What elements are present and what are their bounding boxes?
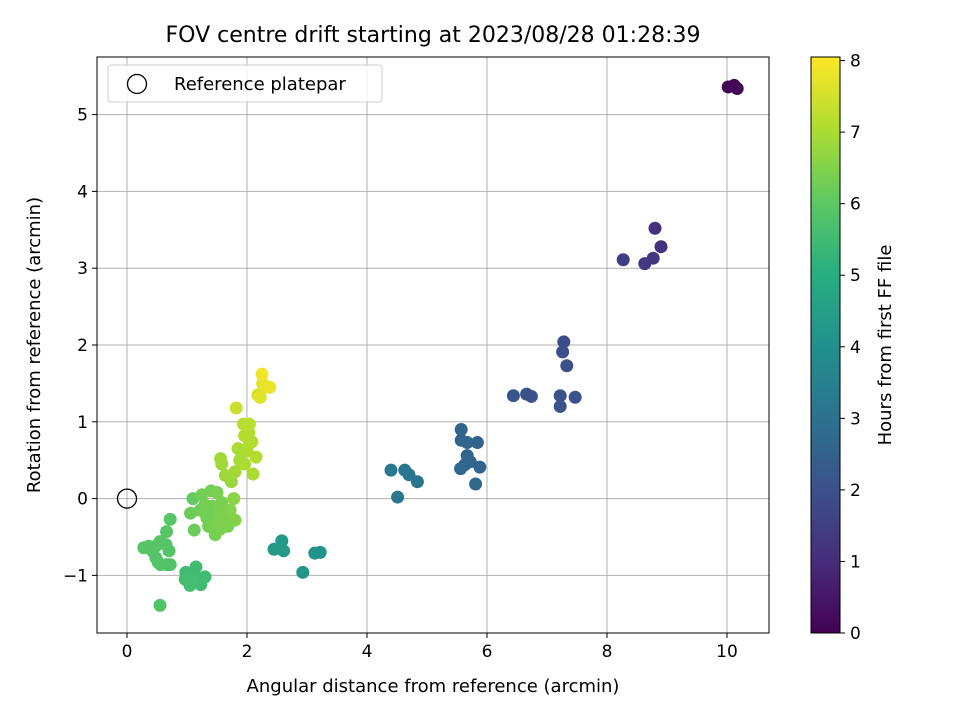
- data-point: [524, 389, 538, 403]
- data-point: [568, 390, 582, 404]
- y-axis-ticks: −1 0 1 2 3 4 5: [63, 106, 97, 586]
- legend: Reference platepar: [107, 64, 383, 103]
- data-point: [556, 345, 570, 359]
- y-tick-label: −1: [63, 566, 88, 586]
- colorbar-ticks: 0 1 2 3 4 5 6 7 8: [840, 52, 861, 644]
- data-point: [267, 542, 281, 556]
- x-tick-label: 2: [242, 642, 253, 662]
- y-tick-label: 4: [77, 182, 88, 202]
- data-point: [553, 399, 567, 413]
- y-axis-label: Rotation from reference (arcmin): [24, 197, 45, 493]
- data-point: [730, 81, 744, 95]
- data-point: [159, 538, 173, 552]
- data-point: [253, 390, 267, 404]
- data-point: [223, 503, 237, 517]
- data-point: [228, 465, 242, 479]
- data-point: [229, 401, 243, 415]
- data-point: [153, 598, 167, 612]
- x-axis-ticks: 0 2 4 6 8 10: [122, 633, 738, 662]
- x-tick-label: 10: [716, 642, 738, 662]
- data-point: [215, 495, 229, 509]
- data-point: [646, 251, 660, 265]
- data-point: [648, 221, 662, 235]
- colorbar-frame: [810, 56, 841, 634]
- colorbar-tick-label: 2: [850, 481, 861, 501]
- colorbar-tick-label: 7: [850, 123, 861, 143]
- x-tick-label: 6: [482, 642, 493, 662]
- y-tick-label: 1: [77, 413, 88, 433]
- x-tick-label: 4: [362, 642, 373, 662]
- data-point: [214, 452, 228, 466]
- colorbar-tick-label: 4: [850, 338, 861, 358]
- data-point: [557, 335, 571, 349]
- data-point: [189, 560, 203, 574]
- data-point: [469, 477, 483, 491]
- chart-title: FOV centre drift starting at 2023/08/28 …: [166, 23, 701, 48]
- x-axis-label: Angular distance from reference (arcmin): [247, 676, 620, 697]
- data-point: [454, 422, 468, 436]
- x-tick-label: 8: [602, 642, 613, 662]
- data-point: [187, 523, 201, 537]
- colorbar-tick-label: 3: [850, 409, 861, 429]
- data-point: [246, 467, 260, 481]
- data-point: [391, 490, 405, 504]
- data-point: [228, 513, 242, 527]
- data-point: [198, 570, 212, 584]
- data-point: [255, 367, 269, 381]
- data-points: [137, 78, 744, 612]
- colorbar-tick-label: 8: [850, 52, 861, 72]
- colorbar-tick-label: 6: [850, 195, 861, 215]
- data-point: [470, 436, 484, 450]
- data-point: [654, 240, 668, 254]
- y-tick-label: 0: [77, 490, 88, 510]
- data-point: [506, 389, 520, 403]
- data-point: [149, 539, 163, 553]
- data-point: [160, 525, 174, 539]
- data-point: [227, 492, 241, 506]
- data-point: [238, 457, 252, 471]
- data-point: [277, 544, 291, 558]
- data-point: [186, 572, 200, 586]
- y-tick-label: 5: [77, 106, 88, 126]
- colorbar-gradient: [811, 57, 840, 633]
- legend-marker: [126, 73, 148, 95]
- data-point: [201, 506, 215, 520]
- data-point: [210, 485, 224, 499]
- colorbar-tick-label: 5: [850, 266, 861, 286]
- data-point: [473, 460, 487, 474]
- data-point: [460, 436, 474, 450]
- colorbar-tick-label: 0: [850, 624, 861, 644]
- colorbar-tick-label: 1: [850, 552, 861, 572]
- data-point: [275, 534, 289, 548]
- legend-label: Reference platepar: [174, 74, 346, 95]
- x-tick-label: 0: [122, 642, 133, 662]
- legend-box: [107, 64, 383, 103]
- grid-lines: [97, 57, 769, 633]
- reference-platepar-marker: [116, 488, 138, 509]
- data-point: [249, 450, 263, 464]
- y-tick-label: 2: [77, 336, 88, 356]
- data-point: [163, 512, 177, 526]
- data-point: [217, 516, 231, 530]
- data-point: [163, 558, 177, 572]
- data-point: [410, 475, 424, 489]
- data-point: [313, 545, 327, 559]
- data-point: [242, 417, 256, 431]
- colorbar-label: Hours from first FF file: [875, 245, 896, 446]
- y-tick-label: 3: [77, 259, 88, 279]
- data-point: [454, 462, 468, 476]
- data-point: [560, 359, 574, 373]
- data-point: [263, 380, 277, 394]
- data-point: [296, 565, 310, 579]
- data-point: [616, 253, 630, 267]
- data-point: [553, 389, 567, 403]
- data-point: [384, 463, 398, 477]
